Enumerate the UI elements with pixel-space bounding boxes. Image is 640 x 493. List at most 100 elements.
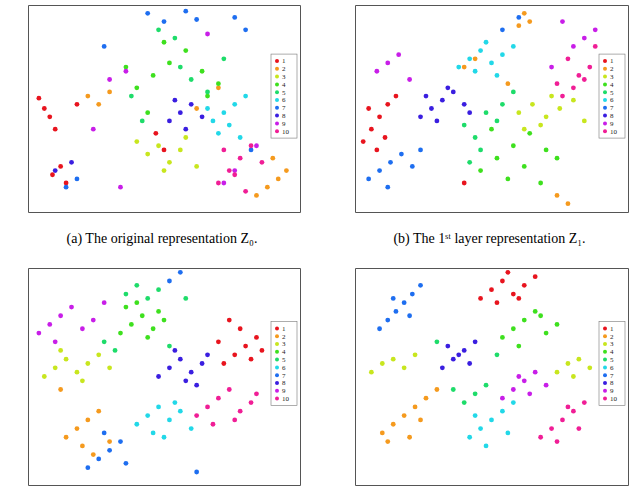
- point: [96, 409, 101, 414]
- point: [102, 300, 107, 305]
- point: [388, 160, 393, 165]
- x-axis-top: [29, 268, 301, 269]
- point: [151, 73, 156, 78]
- point: [566, 56, 571, 61]
- point: [478, 426, 483, 431]
- legend-label: 8: [610, 112, 614, 120]
- point: [216, 181, 221, 186]
- legend-label: 10: [282, 395, 290, 403]
- point: [544, 114, 549, 119]
- point: [544, 383, 549, 388]
- point: [189, 426, 194, 431]
- point: [571, 98, 576, 103]
- point: [205, 404, 210, 409]
- legend-marker: [275, 90, 279, 94]
- panel: 12345678910: [28, 5, 301, 213]
- point: [385, 318, 390, 323]
- point: [549, 94, 554, 99]
- point: [80, 326, 85, 331]
- point: [254, 143, 259, 148]
- legend-marker: [275, 334, 279, 338]
- legend-label: 2: [610, 333, 614, 341]
- point: [124, 305, 129, 310]
- point: [172, 400, 177, 405]
- point: [134, 300, 139, 305]
- legend-label: 9: [282, 120, 286, 128]
- point: [53, 168, 58, 173]
- point: [544, 331, 549, 336]
- point: [85, 361, 90, 366]
- point: [153, 131, 158, 136]
- point: [36, 331, 41, 336]
- point: [538, 313, 543, 318]
- point: [467, 56, 472, 61]
- point: [53, 365, 58, 370]
- legend-marker: [603, 342, 607, 346]
- point: [380, 361, 385, 366]
- point: [50, 172, 55, 177]
- point: [221, 181, 226, 186]
- point: [385, 185, 390, 190]
- point: [495, 119, 500, 124]
- point: [162, 318, 167, 323]
- legend-marker: [603, 365, 607, 369]
- point: [200, 69, 205, 74]
- point: [145, 11, 150, 16]
- point: [394, 309, 399, 314]
- point: [418, 283, 423, 288]
- point: [254, 391, 259, 396]
- point: [571, 409, 576, 414]
- y-axis-right: [300, 269, 301, 486]
- legend-marker: [275, 82, 279, 86]
- point: [145, 413, 150, 418]
- points: [369, 270, 592, 448]
- x-axis-top: [356, 268, 629, 269]
- point: [555, 156, 560, 161]
- point: [183, 135, 188, 140]
- point: [238, 326, 243, 331]
- panel: 12345678910: [28, 268, 301, 486]
- point: [276, 176, 281, 181]
- point: [107, 77, 112, 82]
- point: [91, 127, 96, 132]
- legend-label: 6: [282, 364, 286, 372]
- point: [533, 370, 538, 375]
- point: [205, 352, 210, 357]
- point: [478, 168, 483, 173]
- point: [47, 322, 52, 327]
- point: [571, 85, 576, 90]
- point: [440, 98, 445, 103]
- point: [582, 36, 587, 41]
- axis-line: [356, 268, 629, 269]
- point: [394, 94, 399, 99]
- point: [560, 418, 565, 423]
- point: [134, 283, 139, 288]
- point: [107, 365, 112, 370]
- point: [124, 69, 129, 74]
- legend-marker: [603, 59, 607, 63]
- point: [91, 452, 96, 457]
- point: [172, 98, 177, 103]
- point: [462, 348, 467, 353]
- point: [42, 106, 47, 111]
- point: [75, 426, 80, 431]
- point: [522, 378, 527, 383]
- point: [451, 387, 456, 392]
- x-axis-top: [29, 5, 301, 6]
- x-axis: [29, 485, 301, 486]
- point: [156, 374, 161, 379]
- legend-marker: [603, 98, 607, 102]
- point: [582, 77, 587, 82]
- point: [377, 168, 382, 173]
- point: [511, 387, 516, 392]
- point: [64, 435, 69, 440]
- legend-marker: [275, 121, 279, 125]
- point: [75, 102, 80, 107]
- point: [69, 305, 74, 310]
- point: [385, 439, 390, 444]
- point: [221, 56, 226, 61]
- point: [216, 131, 221, 136]
- legend-box: [599, 54, 625, 138]
- point: [576, 357, 581, 362]
- point: [189, 77, 194, 82]
